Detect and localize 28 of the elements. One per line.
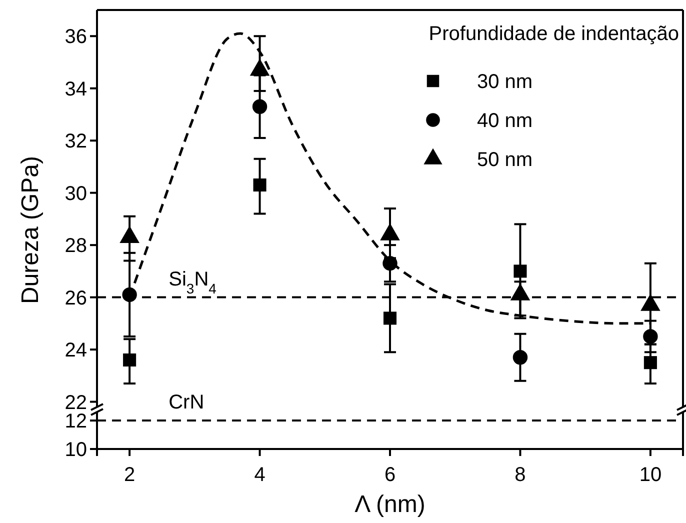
y-axis-title: Dureza (GPa) [17, 156, 44, 304]
point [123, 353, 136, 367]
ref-line-label: Si$_{3}$N$_{4}$ [168, 268, 217, 296]
point [514, 264, 527, 278]
y-tick-label: 28 [64, 235, 87, 258]
x-tick-label: 4 [254, 464, 266, 486]
point [252, 99, 268, 114]
legend-title: Profundidade de indentação [428, 23, 679, 45]
y-tick-label: 26 [64, 287, 87, 310]
ref-line-label: CrN [168, 392, 204, 414]
x-tick-label: 10 [639, 464, 662, 486]
point [644, 356, 657, 370]
x-tick-label: 8 [514, 464, 526, 486]
y-tick-label: 24 [64, 340, 87, 362]
legend-label: 40 nm [477, 110, 533, 132]
y-tick-label: 32 [64, 130, 87, 153]
point [383, 312, 397, 325]
x-tick-label: 6 [384, 464, 396, 486]
x-tick-label: 2 [124, 464, 136, 486]
legend-label: 30 nm [477, 71, 533, 93]
y-tick-label: 30 [64, 182, 87, 205]
y-tick-label: 34 [64, 78, 87, 100]
point [512, 350, 528, 365]
y-tick-label: 10 [64, 439, 87, 461]
x-axis-title: Λ (nm) [354, 491, 426, 518]
legend-label: 50 nm [477, 149, 533, 171]
y-tick-label: 36 [64, 26, 87, 48]
point [253, 178, 266, 192]
